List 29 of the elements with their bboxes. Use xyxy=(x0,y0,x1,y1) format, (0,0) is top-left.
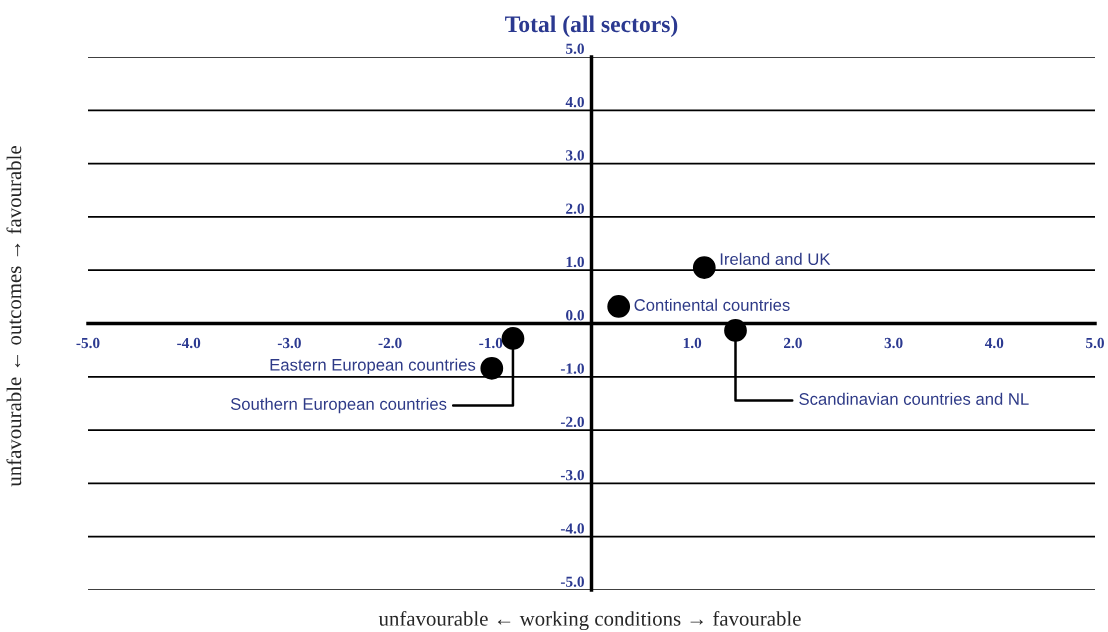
y-tick-label: 4.0 xyxy=(565,96,584,108)
annotation: Southern European countries xyxy=(230,397,447,414)
y-tick-label: 2.0 xyxy=(566,203,584,214)
y-tick-label: 5.0 xyxy=(566,43,584,54)
chart-title: Total (all sectors) xyxy=(505,15,678,38)
annotation: Eastern European countries xyxy=(270,358,476,375)
x-tick-label: -5.0 xyxy=(76,337,100,349)
x-tick-label: -2.0 xyxy=(378,337,402,349)
x-tick-label: 5.0 xyxy=(1086,337,1104,349)
y-tick-label: -1.0 xyxy=(560,363,584,374)
y-tick-label: -5.0 xyxy=(560,576,584,587)
annotation: Ireland and UK xyxy=(720,252,831,266)
y-tick-label: 0.0 xyxy=(566,310,584,321)
y-tick-label: -3.0 xyxy=(560,469,584,481)
y-axis-title: unfavourable ← outcomes → favourable xyxy=(6,146,22,487)
annotation: Continental countries xyxy=(634,298,790,311)
annotation: Scandinavian countries and NL xyxy=(799,392,1029,405)
x-tick-label: 3.0 xyxy=(884,337,903,349)
x-axis-title: unfavourable ← working conditions → favourable xyxy=(378,610,801,631)
y-tick-label: -2.0 xyxy=(560,416,584,428)
x-tick-label: 2.0 xyxy=(783,337,802,349)
y-tick-label: -4.0 xyxy=(560,523,584,534)
y-tick-label: 1.0 xyxy=(566,256,584,268)
x-tick-label: 1.0 xyxy=(683,337,702,349)
x-tick-label: -4.0 xyxy=(177,337,201,349)
x-tick-label: 4.0 xyxy=(984,337,1004,349)
y-tick-label: 3.0 xyxy=(566,150,584,161)
x-tick-label: -1.0 xyxy=(479,337,503,349)
x-tick-label: -3.0 xyxy=(277,337,301,349)
